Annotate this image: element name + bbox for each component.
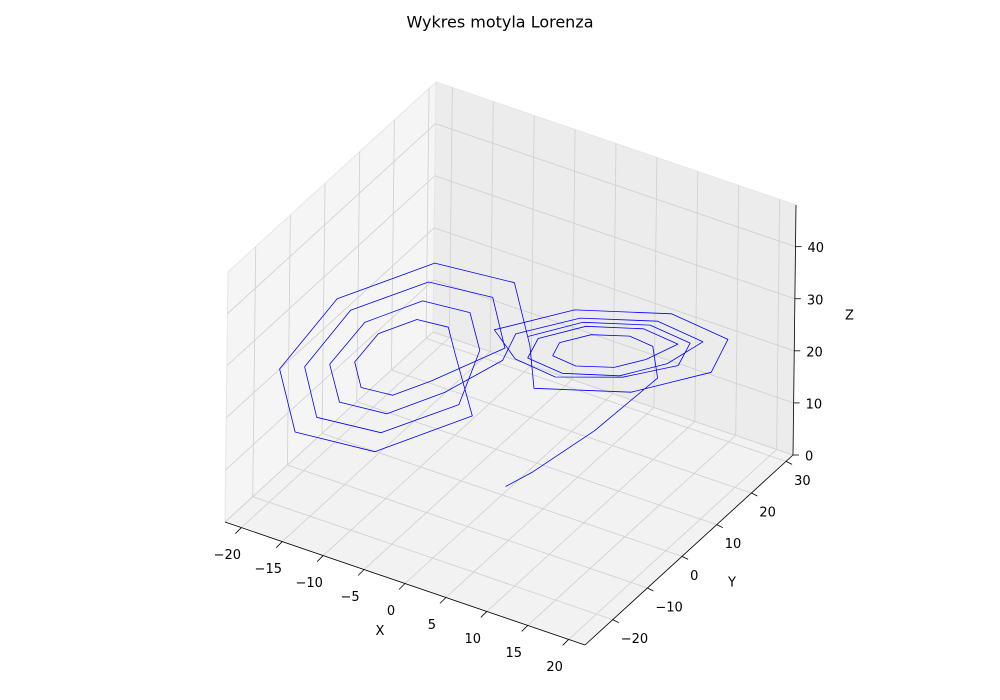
x-tick-label: −5 (341, 590, 360, 605)
y-tick (785, 460, 793, 465)
z-axis-label: Z (845, 309, 854, 324)
x-tick (439, 597, 447, 604)
x-tick-label: 5 (428, 618, 436, 633)
chart-title: Wykres motyla Lorenza (406, 13, 593, 32)
z-tick-label: 20 (806, 345, 823, 360)
x-tick-label: 0 (387, 604, 395, 619)
x-tick (316, 555, 324, 562)
x-tick-label: −20 (214, 548, 241, 563)
y-tick-label: 0 (690, 569, 698, 584)
grid-line (227, 123, 436, 314)
y-tick (681, 555, 689, 560)
x-tick (235, 527, 242, 534)
x-tick (275, 541, 283, 548)
y-tick (716, 524, 723, 529)
y-tick (612, 619, 619, 624)
grid-line (321, 432, 683, 557)
grid-line (527, 435, 736, 626)
grid-line (322, 365, 532, 556)
grid-line (486, 421, 696, 612)
grid-line (568, 449, 777, 640)
x-tick (480, 611, 488, 618)
grid-line (425, 337, 787, 462)
x-tick (398, 583, 406, 590)
y-tick-label: 10 (725, 537, 742, 552)
grid-line (282, 351, 491, 542)
grid-line (435, 123, 796, 248)
grid-line (225, 279, 434, 471)
y-tick (751, 492, 758, 497)
grid-line (252, 496, 613, 621)
grid-line (287, 464, 648, 589)
x-tick (521, 625, 529, 632)
x-tick (357, 569, 365, 576)
grid-line (434, 175, 796, 300)
z-tick-label: 0 (805, 450, 813, 465)
trajectory (279, 262, 729, 487)
x-tick-label: 20 (546, 660, 563, 675)
grid-line (241, 337, 450, 528)
grid-line (404, 393, 614, 584)
grid-line (391, 369, 752, 494)
x-tick-label: 10 (465, 632, 482, 647)
x-axis-label: X (376, 624, 385, 639)
grid-line (224, 331, 434, 523)
grid-line (432, 331, 794, 456)
grid-line (445, 407, 655, 598)
x-tick (562, 639, 569, 646)
grid-line (356, 401, 717, 526)
x-tick-label: 15 (505, 646, 522, 661)
y-tick (647, 587, 654, 592)
y-axis-label: Y (727, 576, 736, 591)
axis-line (224, 521, 586, 646)
x-tick-label: −15 (255, 562, 282, 577)
axis-line (584, 454, 794, 646)
grid-line (226, 175, 436, 367)
grid-line (363, 379, 573, 570)
y-tick-label: 20 (759, 506, 776, 521)
z-tick-label: 40 (808, 241, 825, 256)
y-tick-label: −10 (655, 601, 682, 616)
y-tick-label: −20 (621, 632, 648, 647)
grid-line (225, 227, 435, 419)
axis-line (792, 204, 797, 456)
grid-line (434, 227, 795, 352)
y-tick-label: 30 (794, 474, 811, 489)
z-tick-label: 10 (806, 397, 823, 412)
x-tick-label: −10 (295, 576, 322, 591)
z-tick-label: 30 (807, 293, 824, 308)
